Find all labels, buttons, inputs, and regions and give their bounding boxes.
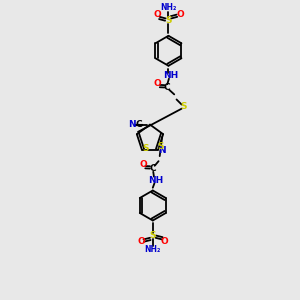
Text: S: S <box>149 231 156 240</box>
Text: N: N <box>128 120 136 129</box>
Text: S: S <box>165 16 172 25</box>
Text: S: S <box>143 144 149 153</box>
Text: NH: NH <box>148 176 164 184</box>
Text: NH: NH <box>163 71 178 80</box>
Text: O: O <box>176 11 184 20</box>
Text: O: O <box>160 237 168 246</box>
Text: O: O <box>139 160 147 169</box>
Text: O: O <box>137 237 145 246</box>
Text: O: O <box>154 79 161 88</box>
Text: S: S <box>180 102 187 111</box>
Text: N: N <box>158 146 166 155</box>
Text: C: C <box>164 83 171 92</box>
Text: C: C <box>149 164 156 173</box>
Text: C: C <box>136 120 142 129</box>
Text: O: O <box>153 11 161 20</box>
Text: S: S <box>158 142 164 152</box>
Text: NH₂: NH₂ <box>160 3 177 12</box>
Text: NH₂: NH₂ <box>145 245 161 254</box>
